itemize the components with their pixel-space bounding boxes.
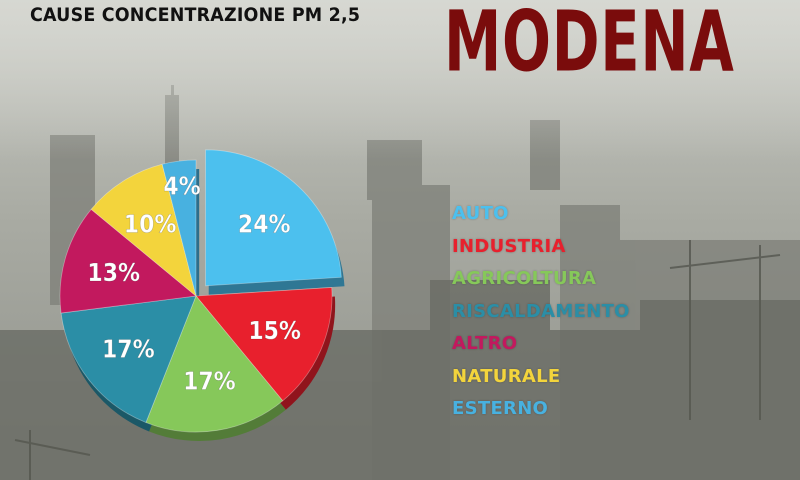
legend-item-agricoltura: AGRICOLTURA [452, 268, 597, 289]
legend-item-riscaldamento: RISCALDAMENTO [452, 300, 630, 322]
legend-item-naturale: NATURALE [452, 365, 561, 387]
legend-item-auto: AUTO [452, 203, 509, 224]
pie-label-naturale: 10% [124, 209, 177, 239]
pie-slice-auto [205, 149, 342, 287]
pie-slice-naturale [90, 163, 197, 298]
pie-slice-altro [59, 208, 197, 314]
pie-label-riscaldamento: 17% [102, 334, 155, 364]
legend-item-altro: ALTRO [452, 333, 518, 354]
pie-label-esterno: 4% [163, 171, 200, 201]
pie-label-auto: 24% [238, 209, 291, 239]
pie-label-altro: 13% [87, 258, 140, 288]
pie-slice-industria [195, 287, 333, 402]
pie-group: 24% 15% 17% 17% 13% 10% 4% [59, 149, 345, 441]
pie-slice-agricoltura [145, 295, 284, 433]
city-heading: MODENA [444, 0, 735, 91]
legend: AUTO INDUSTRIA AGRICOLTURA RISCALDAMENTO… [452, 198, 630, 426]
legend-item-industria: INDUSTRIA [452, 235, 566, 257]
pie-slice-esterno [161, 159, 197, 297]
legend-item-esterno: ESTERNO [452, 398, 549, 419]
pie-label-agricoltura: 17% [183, 366, 236, 396]
pie-slice-riscaldamento [60, 295, 197, 423]
chart-title: CAUSE CONCENTRAZIONE PM 2,5 [30, 4, 361, 26]
pie-label-industria: 15% [248, 316, 301, 346]
